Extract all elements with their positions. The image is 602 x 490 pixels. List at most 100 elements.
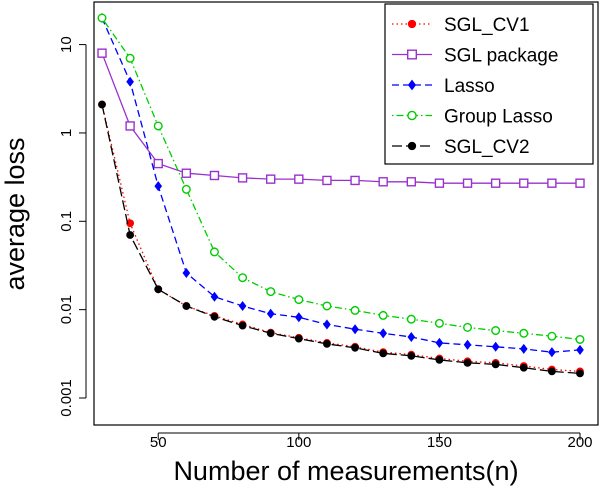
point-sgl-cv2 bbox=[351, 343, 359, 352]
legend-box bbox=[384, 3, 594, 165]
point-sgl-cv2 bbox=[266, 329, 275, 338]
point-sgl-package bbox=[237, 173, 248, 183]
point-lasso bbox=[519, 343, 528, 354]
legend: SGL_CV1 SGL package Lasso Group Lasso SGL_CV… bbox=[384, 3, 594, 165]
point-group-lasso bbox=[97, 13, 107, 23]
y-tick-label: 1 bbox=[58, 129, 75, 137]
point-lasso bbox=[548, 347, 556, 358]
point-sgl-package bbox=[125, 121, 135, 131]
point-group-lasso bbox=[266, 287, 276, 297]
series-line-lasso bbox=[101, 17, 581, 353]
plot-frame bbox=[93, 1, 599, 426]
legend-marker-group-lasso bbox=[407, 110, 417, 121]
point-group-lasso bbox=[153, 121, 163, 131]
point-sgl-package bbox=[294, 174, 304, 184]
point-lasso bbox=[407, 331, 416, 343]
point-sgl-package bbox=[322, 175, 332, 186]
point-sgl-package bbox=[153, 158, 163, 169]
legend-marker-lasso bbox=[407, 79, 417, 91]
point-sgl-package bbox=[547, 178, 557, 188]
point-group-lasso bbox=[547, 331, 557, 341]
y-tick-label: 0.001 bbox=[58, 379, 75, 417]
point-group-lasso bbox=[294, 295, 304, 305]
point-sgl-package bbox=[490, 178, 501, 188]
x-tick-label: 150 bbox=[427, 434, 452, 451]
point-sgl-cv2 bbox=[98, 100, 106, 109]
point-sgl-cv2 bbox=[238, 321, 247, 330]
series-sgl-package bbox=[97, 48, 585, 188]
point-group-lasso bbox=[491, 326, 501, 336]
point-sgl-package bbox=[97, 48, 107, 58]
x-tick-label: 100 bbox=[286, 434, 311, 451]
point-lasso bbox=[491, 341, 500, 352]
point-group-lasso bbox=[350, 305, 360, 315]
point-lasso bbox=[238, 300, 247, 312]
y-tick-label: 0.01 bbox=[58, 295, 75, 324]
point-group-lasso bbox=[378, 310, 388, 320]
series-sgl-cv2 bbox=[98, 100, 584, 378]
point-sgl-cv2 bbox=[379, 349, 388, 358]
point-sgl-package bbox=[519, 178, 529, 188]
series-line-sgl-cv1 bbox=[101, 104, 581, 373]
point-sgl-package bbox=[181, 168, 192, 178]
point-group-lasso bbox=[125, 53, 135, 63]
point-lasso bbox=[463, 339, 472, 350]
legend-label-group-lasso: Group Lasso bbox=[444, 107, 553, 128]
axes: 50 100 150 200 0.001 0.01 0.1 1 10 bbox=[58, 36, 593, 451]
point-group-lasso bbox=[434, 318, 444, 328]
point-lasso bbox=[126, 76, 134, 87]
point-group-lasso bbox=[519, 328, 529, 338]
legend-label-sgl-cv1: SGL_CV1 bbox=[444, 15, 530, 36]
point-sgl-cv2 bbox=[519, 363, 528, 372]
point-sgl-cv2 bbox=[210, 312, 219, 321]
point-sgl-cv2 bbox=[294, 334, 303, 343]
point-group-lasso bbox=[406, 314, 416, 324]
point-lasso bbox=[379, 328, 388, 339]
point-sgl-cv2 bbox=[463, 358, 472, 367]
point-group-lasso bbox=[463, 322, 473, 332]
series-layer bbox=[97, 12, 585, 378]
point-lasso bbox=[351, 324, 359, 335]
point-group-lasso bbox=[209, 247, 219, 257]
point-group-lasso bbox=[181, 184, 191, 194]
point-lasso bbox=[266, 308, 275, 319]
point-sgl-package bbox=[378, 177, 388, 187]
x-tick-label: 200 bbox=[567, 434, 592, 451]
point-lasso bbox=[294, 312, 303, 323]
point-sgl-cv2 bbox=[323, 339, 331, 348]
point-group-lasso bbox=[322, 301, 332, 311]
series-line-group-lasso bbox=[101, 17, 581, 341]
point-lasso bbox=[323, 319, 331, 330]
point-sgl-cv2 bbox=[154, 285, 163, 294]
point-sgl-cv2 bbox=[576, 369, 584, 378]
series-lasso bbox=[98, 12, 584, 358]
point-sgl-package bbox=[406, 177, 416, 187]
point-sgl-cv2 bbox=[182, 302, 191, 310]
point-sgl-package bbox=[575, 178, 585, 188]
legend-label-sgl-package: SGL package bbox=[444, 46, 558, 67]
legend-marker-sgl-cv2 bbox=[407, 141, 417, 151]
point-lasso bbox=[182, 267, 191, 279]
point-group-lasso bbox=[238, 273, 248, 283]
x-tick-label: 50 bbox=[150, 434, 167, 451]
point-sgl-cv2 bbox=[547, 367, 556, 376]
point-sgl-package bbox=[462, 178, 473, 188]
y-axis-title: average loss bbox=[0, 137, 30, 290]
point-group-lasso bbox=[575, 334, 585, 344]
legend-label-sgl-cv2: SGL_CV2 bbox=[444, 137, 530, 158]
point-sgl-cv2 bbox=[407, 351, 416, 360]
legend-marker-sgl-cv1 bbox=[407, 19, 417, 29]
point-lasso bbox=[435, 337, 444, 348]
point-sgl-cv2 bbox=[491, 360, 500, 369]
y-tick-label: 0.1 bbox=[58, 211, 75, 232]
point-lasso bbox=[210, 291, 219, 302]
legend-marker-sgl-package bbox=[407, 49, 418, 60]
point-sgl-cv2 bbox=[126, 231, 135, 239]
point-lasso bbox=[154, 181, 163, 192]
x-axis-title: Number of measurements(n) bbox=[173, 456, 518, 486]
legend-label-lasso: Lasso bbox=[444, 76, 495, 97]
series-group-lasso bbox=[97, 13, 585, 344]
point-sgl-package bbox=[266, 174, 276, 184]
point-sgl-package bbox=[209, 170, 220, 181]
